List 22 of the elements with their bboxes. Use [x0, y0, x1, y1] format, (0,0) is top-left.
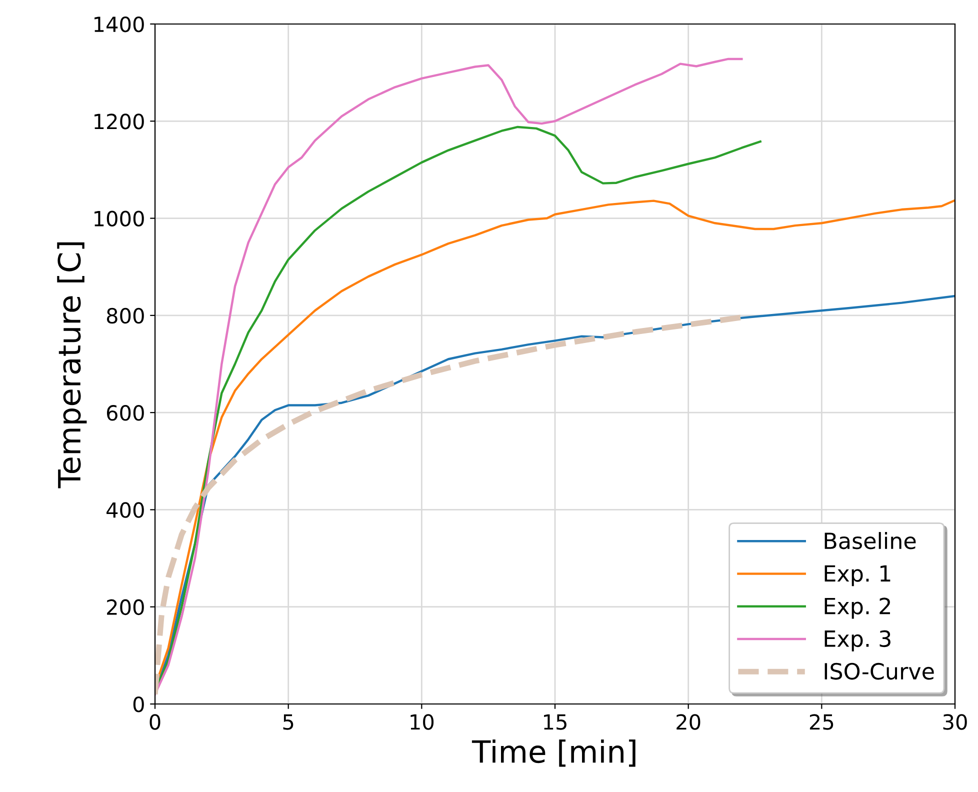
- y-tick-label: 200: [107, 599, 144, 616]
- x-axis-title: Time [min]: [472, 739, 636, 767]
- legend-label: Baseline: [824, 532, 916, 550]
- legend-label: ISO-Curve: [824, 662, 934, 680]
- legend-label: Exp. 3: [824, 630, 890, 652]
- x-tick-label: 25: [810, 714, 834, 730]
- y-tick-label: 400: [106, 502, 144, 518]
- y-tick-label: 600: [106, 405, 144, 421]
- y-tick-label: 1400: [94, 16, 144, 32]
- x-tick-label: 0: [150, 714, 160, 730]
- y-axis-title: Temperature [C]: [57, 242, 87, 488]
- y-tick-label: 800: [106, 308, 144, 324]
- y-tick-label: 1200: [94, 114, 144, 130]
- y-tick-label: 1000: [94, 210, 144, 226]
- legend-label: Exp. 1: [824, 565, 890, 586]
- x-tick-label: 10: [410, 714, 434, 730]
- x-tick-label: 5: [283, 714, 294, 730]
- x-tick-label: 15: [544, 714, 566, 730]
- x-tick-label: 30: [943, 714, 967, 730]
- y-tick-label: 0: [133, 696, 144, 712]
- legend-label: Exp. 2: [824, 598, 890, 619]
- x-tick-label: 20: [676, 714, 700, 730]
